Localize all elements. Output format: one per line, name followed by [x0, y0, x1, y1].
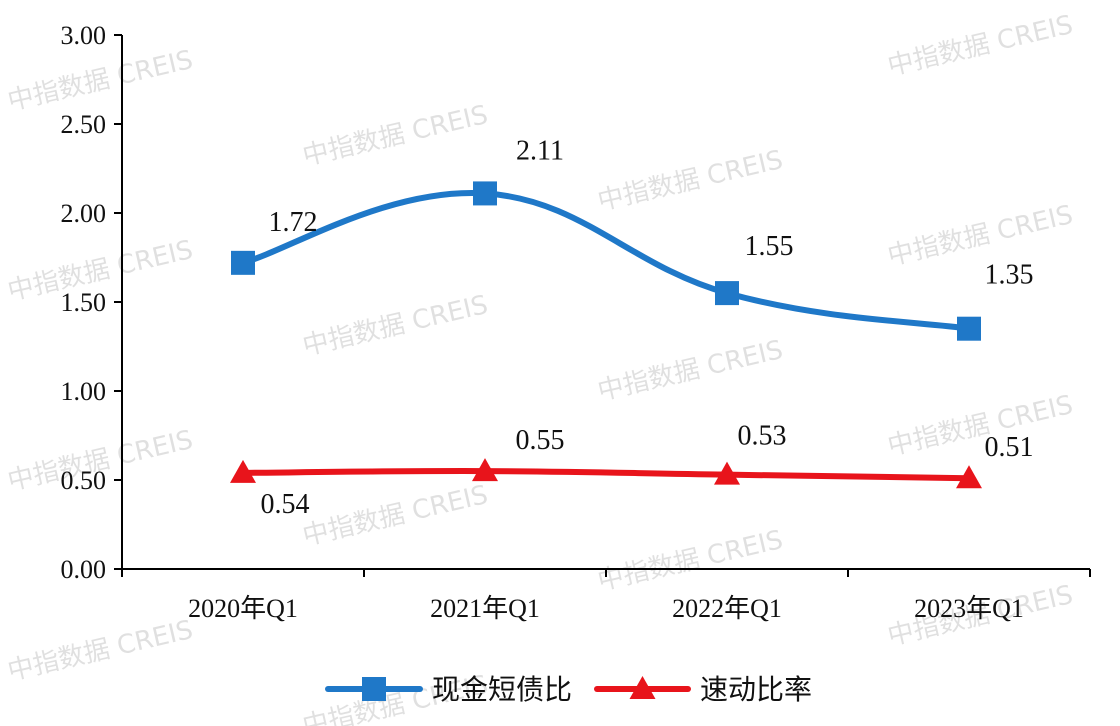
y-tick-label: 3.00	[61, 21, 107, 50]
data-point	[473, 181, 497, 206]
data-label: 1.72	[269, 207, 318, 238]
data-label: 1.55	[745, 231, 794, 262]
watermark-text: 中指数据 CREIS	[595, 335, 786, 407]
data-point	[472, 458, 498, 482]
y-tick-label: 0.00	[61, 555, 107, 584]
data-point	[956, 465, 982, 489]
series-line	[240, 468, 972, 482]
legend-item: 速动比率	[594, 673, 812, 706]
watermark-text: 中指数据 CREIS	[885, 10, 1076, 82]
legend-marker	[362, 677, 386, 701]
data-point	[714, 461, 740, 485]
watermark-text: 中指数据 CREIS	[5, 615, 196, 687]
watermark-text: 中指数据 CREIS	[885, 390, 1076, 462]
data-label: 1.35	[985, 260, 1034, 291]
watermark-text: 中指数据 CREIS	[595, 525, 786, 597]
legend: 现金短债比 速动比率	[325, 673, 812, 706]
watermark-text: 中指数据 CREIS	[300, 100, 491, 172]
data-label: 0.54	[261, 489, 310, 520]
series-1: 1.72 2.11 1.55 1.35	[231, 135, 1034, 341]
data-point	[230, 459, 256, 483]
x-tick-label: 2023年Q1	[914, 594, 1024, 623]
data-label: 0.51	[985, 432, 1034, 463]
legend-label: 速动比率	[700, 673, 812, 706]
watermark-text: 中指数据 CREIS	[300, 290, 491, 362]
x-tick-label: 2020年Q1	[188, 594, 298, 623]
data-label: 2.11	[516, 135, 564, 166]
watermark-text: 中指数据 CREIS	[885, 200, 1076, 272]
y-tick-label: 2.50	[61, 110, 107, 139]
y-axis-ticks: 0.00 0.50 1.00 1.50 2.00 2.50 3.00	[61, 21, 122, 584]
legend-item: 现金短债比	[325, 673, 572, 706]
data-point	[715, 281, 739, 306]
x-axis-ticks: 2020年Q1 2021年Q1 2022年Q1 2023年Q1	[121, 569, 1091, 623]
series-2: 0.54 0.55 0.53 0.51	[230, 421, 1034, 520]
watermark-text: 中指数据 CREIS	[595, 145, 786, 217]
data-point	[957, 316, 981, 341]
watermark-text: 中指数据 CREIS	[5, 45, 196, 117]
y-tick-label: 0.50	[61, 466, 107, 495]
data-label: 0.55	[516, 425, 565, 456]
legend-label: 现金短债比	[432, 673, 572, 706]
data-label: 0.53	[738, 421, 787, 452]
watermark-text: 中指数据 CREIS	[300, 480, 491, 552]
y-tick-label: 2.00	[61, 199, 107, 228]
x-tick-label: 2022年Q1	[672, 594, 782, 623]
legend-marker	[629, 676, 656, 699]
series-layer: 1.72 2.11 1.55 1.35 0.54 0.55 0.53 0.51	[230, 135, 1034, 520]
series-line	[240, 190, 972, 332]
x-tick-label: 2021年Q1	[430, 594, 540, 623]
data-point	[231, 250, 255, 275]
y-tick-label: 1.50	[61, 288, 107, 317]
y-tick-label: 1.00	[61, 377, 107, 406]
